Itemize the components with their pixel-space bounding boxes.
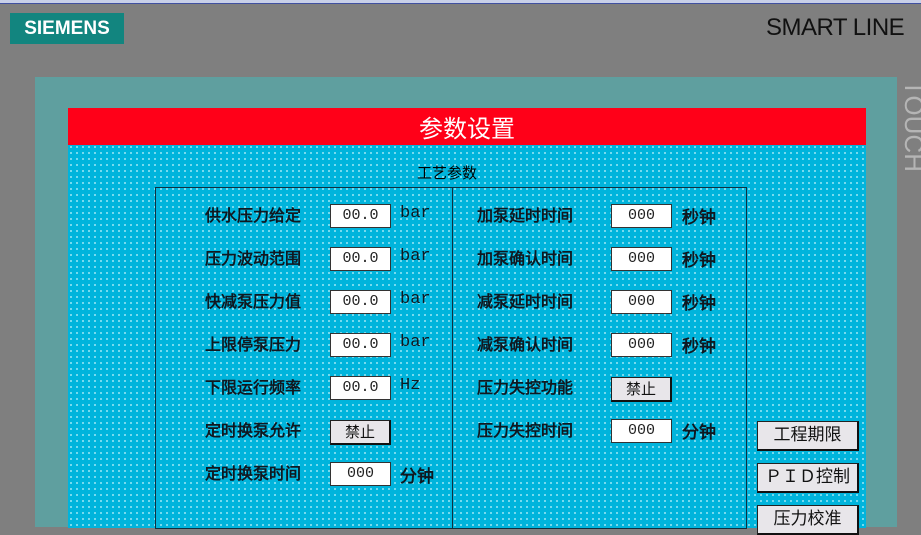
brand-label: SMART LINE bbox=[766, 14, 905, 41]
unit-label: 秒钟 bbox=[682, 208, 716, 228]
param-label: 压力失控时间 bbox=[477, 421, 574, 440]
nav-button-0[interactable]: 工程期限 bbox=[757, 421, 859, 451]
nav-button-1[interactable]: ＰＩＤ控制 bbox=[757, 463, 859, 493]
divider bbox=[452, 188, 453, 528]
param-label: 压力失控功能 bbox=[477, 378, 574, 397]
toggle-button[interactable]: 禁止 bbox=[611, 377, 672, 402]
unit-label: bar bbox=[400, 333, 431, 352]
param-input[interactable]: 000 bbox=[611, 419, 672, 443]
param-input[interactable]: 000 bbox=[611, 290, 672, 314]
siemens-logo: SIEMENS bbox=[10, 13, 124, 44]
page-title: 参数设置 bbox=[68, 108, 866, 145]
param-label: 供水压力给定 bbox=[205, 206, 302, 225]
unit-label: bar bbox=[400, 247, 431, 266]
hmi-screen: 参数设置 工艺参数 供水压力给定 00.0 bar 压力波动范围 00.0 bar 快减泵压… bbox=[68, 108, 866, 535]
param-input[interactable]: 00.0 bbox=[330, 247, 391, 271]
param-label: 上限停泵压力 bbox=[205, 335, 302, 354]
param-input[interactable]: 00.0 bbox=[330, 204, 391, 228]
unit-label: bar bbox=[400, 204, 431, 223]
unit-label: 秒钟 bbox=[682, 337, 716, 357]
unit-label: 秒钟 bbox=[682, 251, 716, 271]
param-input[interactable]: 000 bbox=[611, 204, 672, 228]
param-label: 快减泵压力值 bbox=[205, 292, 302, 311]
unit-label: 秒钟 bbox=[682, 294, 716, 314]
unit-label: bar bbox=[400, 290, 431, 309]
param-label: 定时换泵时间 bbox=[205, 464, 302, 483]
section-title: 工艺参数 bbox=[416, 164, 477, 182]
param-input[interactable]: 00.0 bbox=[330, 290, 391, 314]
param-input[interactable]: 000 bbox=[611, 333, 672, 357]
param-label: 加泵确认时间 bbox=[477, 249, 574, 268]
unit-label: 分钟 bbox=[682, 423, 716, 443]
nav-button-2[interactable]: 压力校准 bbox=[757, 505, 859, 535]
unit-label: 分钟 bbox=[400, 467, 434, 487]
param-label: 定时换泵允许 bbox=[205, 421, 302, 440]
param-input[interactable]: 000 bbox=[611, 247, 672, 271]
param-label: 压力波动范围 bbox=[205, 249, 302, 268]
top-strip bbox=[0, 0, 921, 4]
param-label: 减泵延时时间 bbox=[477, 292, 574, 311]
param-input[interactable]: 000 bbox=[330, 462, 391, 486]
unit-label: Hz bbox=[400, 376, 421, 395]
toggle-button[interactable]: 禁止 bbox=[330, 420, 391, 445]
param-input[interactable]: 00.0 bbox=[330, 333, 391, 357]
touch-label: TOUCH bbox=[899, 80, 921, 172]
param-label: 下限运行频率 bbox=[205, 378, 302, 397]
param-label: 加泵延时时间 bbox=[477, 206, 574, 225]
param-label: 减泵确认时间 bbox=[477, 335, 574, 354]
param-input[interactable]: 00.0 bbox=[330, 376, 391, 400]
